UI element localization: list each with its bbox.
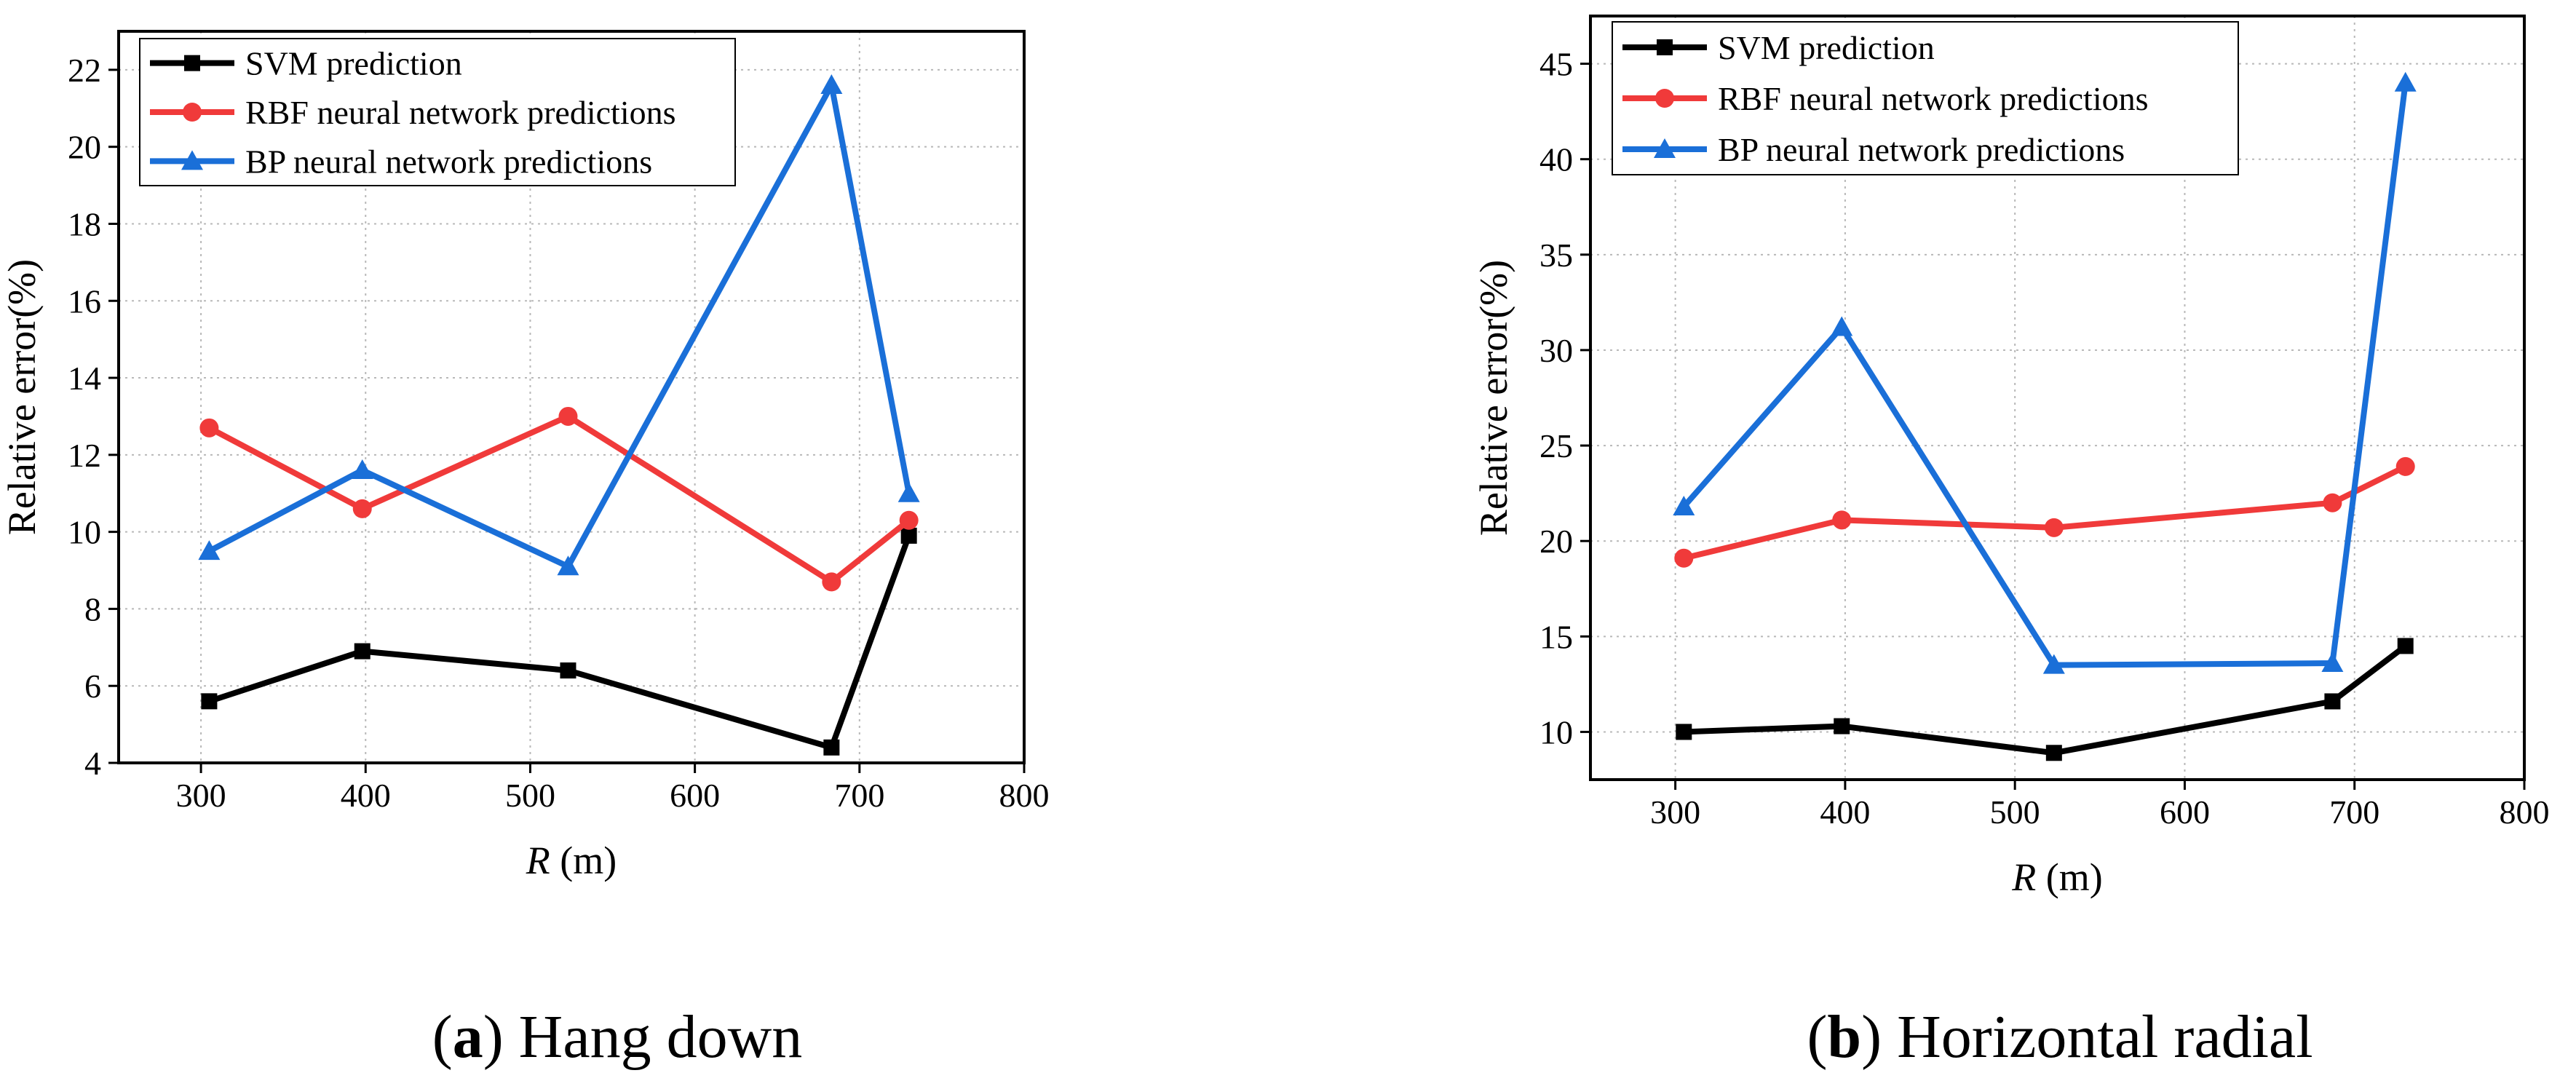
- legend-marker-a-2: [181, 150, 203, 170]
- x-tick-label-b-4: 700: [2329, 793, 2379, 831]
- data-point-b-0-1: [1834, 718, 1850, 734]
- x-tick-label-a-3: 600: [670, 777, 720, 814]
- x-tick-label-b-5: 800: [2500, 793, 2550, 831]
- series-line-b-1: [1683, 464, 2407, 561]
- data-point-a-1-2: [558, 406, 578, 426]
- data-point-a-1-4: [899, 510, 919, 530]
- y-tick-label-b-5: 35: [1539, 237, 1573, 274]
- x-tick-label-b-0: 300: [1650, 793, 1700, 831]
- legend-box-b: [1612, 21, 2239, 175]
- data-point-b-1-0: [1674, 548, 1694, 568]
- legend-label-a-0: SVM prediction: [245, 45, 462, 82]
- data-point-b-2-1: [1831, 316, 1853, 336]
- data-point-b-1-2: [2044, 518, 2064, 537]
- x-axis-label-unit-b: (m): [2036, 855, 2102, 899]
- y-tick-label-a-7: 18: [68, 205, 101, 242]
- y-tick-label-a-8: 20: [68, 129, 101, 166]
- legend-marker-b-0: [1657, 39, 1673, 55]
- caption-a: (a) Hang down: [432, 1003, 803, 1071]
- x-tick-label-a-5: 800: [999, 777, 1050, 814]
- data-point-a-1-3: [822, 572, 841, 592]
- x-axis-label-var-a: R: [526, 839, 550, 882]
- data-point-b-1-1: [1832, 510, 1852, 530]
- legend-box-a: [139, 38, 736, 186]
- caption-b-text: Horizontal radial: [1882, 1003, 2313, 1071]
- data-point-b-2-2: [2042, 654, 2065, 674]
- data-point-b-0-2: [2045, 745, 2062, 761]
- y-tick-label-a-6: 16: [68, 282, 101, 320]
- plot-frame-a: [117, 30, 1026, 764]
- caption-a-text: Hang down: [504, 1003, 803, 1071]
- y-tick-label-b-0: 10: [1539, 713, 1573, 751]
- caption-b-letter: b: [1827, 1003, 1861, 1071]
- legend-label-b-2: BP neural network predictions: [1718, 131, 2125, 168]
- data-point-a-0-1: [354, 643, 370, 660]
- x-axis-label-var-b: R: [2011, 855, 2036, 899]
- x-axis-label-unit-a: (m): [550, 839, 617, 882]
- data-point-a-0-0: [201, 693, 218, 710]
- data-point-a-0-3: [823, 739, 840, 756]
- data-point-a-0-4: [900, 527, 917, 544]
- y-tick-label-a-4: 12: [68, 437, 101, 474]
- legend-label-b-0: SVM prediction: [1718, 29, 1935, 66]
- y-tick-label-b-2: 20: [1539, 523, 1573, 560]
- legend-label-b-1: RBF neural network predictions: [1718, 80, 2149, 117]
- data-point-b-0-0: [1676, 724, 1692, 740]
- x-tick-label-a-1: 400: [341, 777, 391, 814]
- legend-label-a-1: RBF neural network predictions: [245, 94, 676, 131]
- data-point-a-1-1: [352, 499, 372, 518]
- data-point-a-2-3: [820, 74, 843, 95]
- legend-label-a-2: BP neural network predictions: [245, 143, 652, 180]
- y-tick-label-b-3: 25: [1539, 427, 1573, 464]
- y-axis-label-b: Relative error(%): [1472, 260, 1515, 536]
- x-tick-label-b-3: 600: [2160, 793, 2210, 831]
- y-tick-label-b-1: 15: [1539, 618, 1573, 655]
- data-point-a-2-1: [351, 459, 373, 479]
- x-tick-label-a-2: 500: [505, 777, 555, 814]
- x-tick-label-b-2: 500: [1990, 793, 2040, 831]
- y-axis-label-a: Relative error(%): [0, 259, 44, 535]
- y-tick-label-a-2: 8: [84, 590, 101, 627]
- data-point-b-1-3: [2323, 493, 2342, 512]
- legend-marker-b-2: [1654, 138, 1676, 158]
- data-point-b-1-4: [2395, 456, 2415, 476]
- plot-frame-b: [1589, 15, 2526, 781]
- x-axis-label-b: R (m): [2011, 855, 2102, 899]
- x-tick-label-a-0: 300: [176, 777, 226, 814]
- data-point-b-0-3: [2324, 693, 2341, 710]
- legend-marker-b-1: [1655, 89, 1674, 108]
- y-tick-label-b-7: 45: [1539, 46, 1573, 83]
- chart-panel-a: 300 400 500 600 700 800 4 6 8 10 12 14 16 18 20 22 R (m)…: [0, 30, 1050, 882]
- data-point-a-2-0: [198, 540, 221, 561]
- data-point-a-0-2: [560, 662, 576, 679]
- data-point-a-2-4: [897, 482, 920, 502]
- data-point-b-2-4: [2394, 71, 2417, 92]
- series-line-a-1: [207, 413, 911, 586]
- legend-marker-a-1: [183, 103, 202, 122]
- y-tick-label-a-3: 10: [68, 514, 101, 551]
- caption-a-letter: a: [453, 1003, 483, 1071]
- data-point-b-2-3: [2321, 652, 2344, 673]
- x-axis-label-a: R (m): [526, 839, 617, 882]
- data-point-a-2-2: [557, 555, 579, 576]
- y-tick-label-a-0: 4: [84, 745, 101, 782]
- x-tick-label-a-4: 700: [834, 777, 884, 814]
- y-tick-label-a-1: 6: [84, 668, 101, 705]
- data-point-b-2-0: [1673, 495, 1695, 515]
- y-tick-label-b-4: 30: [1539, 332, 1573, 369]
- x-tick-label-b-1: 400: [1820, 793, 1870, 831]
- y-tick-label-b-6: 40: [1539, 141, 1573, 178]
- data-point-a-1-0: [199, 418, 219, 437]
- y-tick-label-a-9: 22: [68, 52, 101, 89]
- data-point-b-0-4: [2397, 638, 2414, 654]
- caption-b: (b) Horizontal radial: [1807, 1003, 2313, 1071]
- legend-marker-a-0: [184, 55, 200, 71]
- y-tick-label-a-5: 14: [68, 360, 101, 397]
